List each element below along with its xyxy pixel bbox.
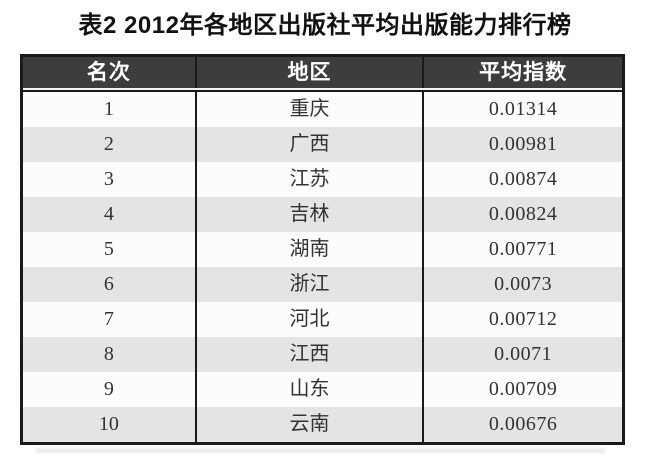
- cell-region: 江苏: [197, 162, 425, 197]
- cell-index: 0.00676: [488, 413, 558, 435]
- cell-rank: 8: [23, 337, 197, 372]
- cell-index: 0.01314: [488, 98, 558, 120]
- cell-index: 0.00771: [488, 238, 558, 260]
- table-row: 9 山东 0.00709: [23, 372, 622, 407]
- table-row: 5 湖南 0.00771: [23, 232, 622, 267]
- cell-rank: 7: [23, 302, 197, 337]
- cell-region: 浙江: [197, 267, 425, 302]
- cell-region: 重庆: [197, 92, 425, 127]
- table-row: 7 河北 0.00712: [23, 302, 622, 337]
- table-row: 10 云南 0.00676: [23, 407, 622, 442]
- column-header-index: 平均指数: [479, 61, 568, 84]
- cell-index: 0.0071: [494, 343, 553, 365]
- column-header-region: 地区: [197, 57, 425, 88]
- table-row: 4 吉林 0.00824: [23, 197, 622, 232]
- ranking-table: 名次 地区 平均指数 1 重庆 0.01314 2 广西 0.00981 3 江苏 0.0087…: [20, 54, 625, 445]
- cell-region: 湖南: [197, 232, 425, 267]
- cell-index: 0.00712: [488, 308, 558, 330]
- cell-index: 0.00709: [488, 378, 558, 400]
- cell-index: 0.00824: [488, 203, 558, 225]
- table-row: 1 重庆 0.01314: [23, 92, 622, 127]
- table-title: 表2 2012年各地区出版社平均出版能力排行榜: [78, 12, 572, 39]
- cell-region: 江西: [197, 337, 425, 372]
- table-row: 6 浙江 0.0073: [23, 267, 622, 302]
- cell-region: 吉林: [197, 197, 425, 232]
- table-row: 3 江苏 0.00874: [23, 162, 622, 197]
- cell-rank: 4: [23, 197, 197, 232]
- cell-rank: 10: [23, 407, 197, 442]
- table-header-row: 名次 地区 平均指数: [23, 57, 622, 90]
- cell-index: 0.00981: [488, 133, 558, 155]
- column-header-rank: 名次: [23, 57, 197, 88]
- cell-rank: 3: [23, 162, 197, 197]
- cell-region: 广西: [197, 127, 425, 162]
- table-body: 1 重庆 0.01314 2 广西 0.00981 3 江苏 0.00874 4 吉林 0.00824…: [23, 90, 622, 442]
- cell-region: 河北: [197, 302, 425, 337]
- table-row: 2 广西 0.00981: [23, 127, 622, 162]
- cell-rank: 5: [23, 232, 197, 267]
- cell-region: 山东: [197, 372, 425, 407]
- cell-index: 0.00874: [488, 168, 558, 190]
- table-shadow: [36, 448, 605, 453]
- cell-rank: 6: [23, 267, 197, 302]
- cell-rank: 2: [23, 127, 197, 162]
- cell-rank: 1: [23, 92, 197, 127]
- cell-region: 云南: [197, 407, 425, 442]
- cell-index: 0.0073: [494, 273, 553, 295]
- table-row: 8 江西 0.0071: [23, 337, 622, 372]
- cell-rank: 9: [23, 372, 197, 407]
